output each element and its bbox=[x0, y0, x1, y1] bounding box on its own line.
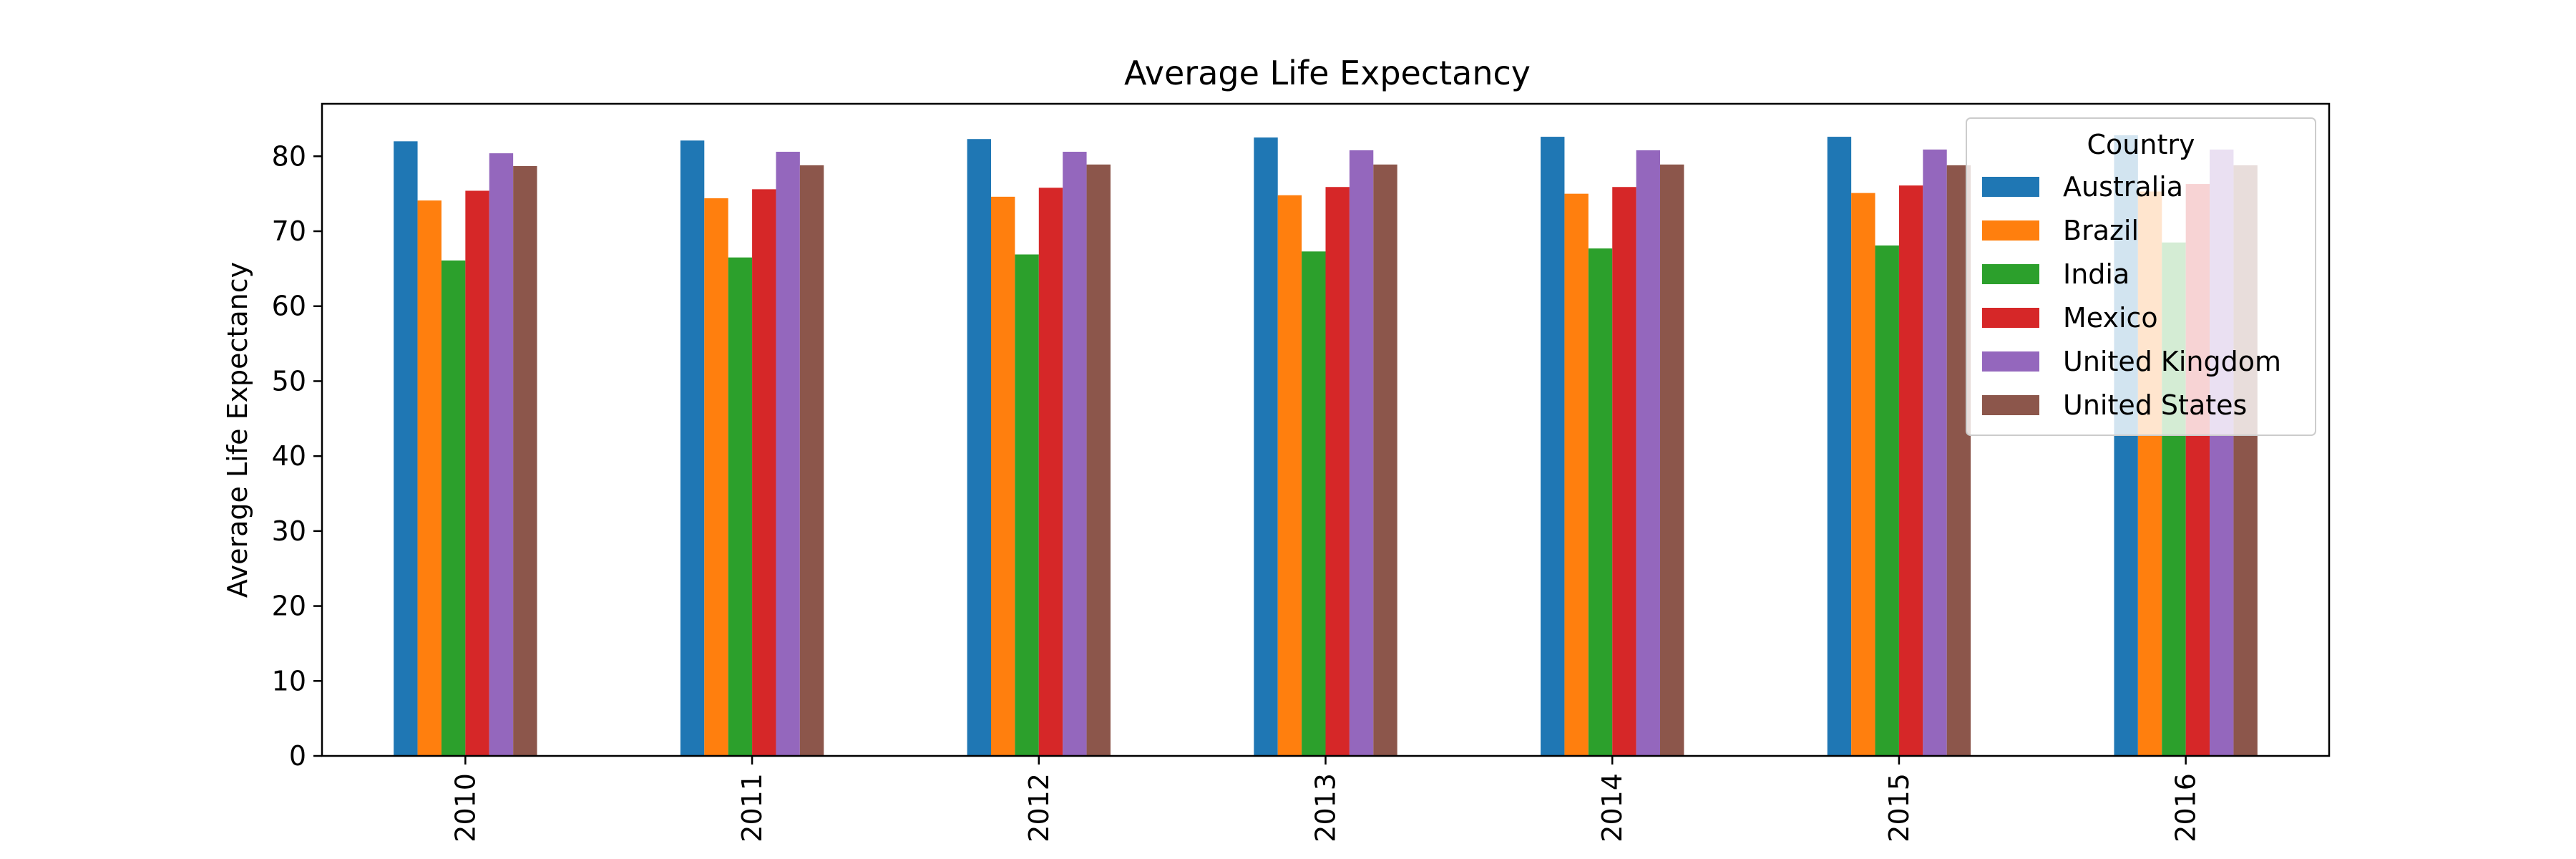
bar-united-kingdom-2014 bbox=[1636, 150, 1660, 756]
y-tick-label: 0 bbox=[289, 740, 306, 772]
bar-united-kingdom-2011 bbox=[776, 152, 800, 756]
x-tick-label: 2015 bbox=[1883, 773, 1915, 843]
y-tick-label: 20 bbox=[272, 591, 306, 622]
legend-label: United States bbox=[2063, 389, 2247, 421]
bar-united-states-2011 bbox=[799, 165, 824, 756]
bar-india-2011 bbox=[728, 257, 753, 757]
y-tick-label: 10 bbox=[272, 665, 306, 697]
bar-brazil-2010 bbox=[417, 200, 441, 756]
bar-united-states-2013 bbox=[1373, 164, 1397, 756]
legend-swatch-australia bbox=[1982, 177, 2039, 197]
bar-united-kingdom-2013 bbox=[1349, 150, 1374, 756]
legend-label: India bbox=[2063, 258, 2129, 290]
legend-box bbox=[1966, 117, 2316, 436]
bar-united-kingdom-2012 bbox=[1063, 152, 1087, 756]
bar-mexico-2013 bbox=[1325, 187, 1350, 756]
legend-swatch-united-states bbox=[1982, 395, 2039, 415]
bar-mexico-2015 bbox=[1898, 185, 1923, 756]
x-tick-label: 2014 bbox=[1596, 773, 1628, 843]
bar-brazil-2015 bbox=[1851, 193, 1875, 756]
x-tick-label: 2011 bbox=[736, 773, 768, 843]
bar-brazil-2012 bbox=[991, 196, 1015, 756]
legend-items: Australia Brazil India Mexico United Kingdom… bbox=[1982, 171, 2281, 421]
y-tick-label: 80 bbox=[272, 140, 306, 172]
bar-india-2012 bbox=[1015, 254, 1039, 756]
bar-united-states-2014 bbox=[1660, 164, 1684, 756]
bar-mexico-2010 bbox=[465, 190, 489, 756]
y-axis: 0 10 20 30 40 50 60 70 80 bbox=[272, 140, 322, 772]
legend-label: Mexico bbox=[2063, 302, 2158, 334]
legend-label: United Kingdom bbox=[2063, 346, 2281, 377]
bar-india-2015 bbox=[1875, 245, 1899, 757]
bar-mexico-2014 bbox=[1612, 187, 1636, 756]
bar-mexico-2012 bbox=[1038, 188, 1063, 756]
legend-swatch-india bbox=[1982, 264, 2039, 284]
bar-australia-2010 bbox=[394, 141, 418, 756]
bar-mexico-2011 bbox=[752, 189, 776, 756]
y-axis-label: Average Life Expectancy bbox=[222, 262, 253, 598]
bar-brazil-2013 bbox=[1277, 195, 1302, 757]
bar-brazil-2011 bbox=[704, 198, 728, 756]
bar-india-2014 bbox=[1588, 248, 1613, 756]
y-tick-label: 60 bbox=[272, 291, 306, 322]
bar-united-kingdom-2010 bbox=[489, 153, 514, 756]
bar-india-2010 bbox=[441, 260, 466, 756]
legend-swatch-mexico bbox=[1982, 308, 2039, 328]
legend-label: Brazil bbox=[2063, 215, 2139, 246]
bar-australia-2013 bbox=[1254, 137, 1278, 756]
bar-united-states-2012 bbox=[1086, 164, 1111, 756]
bar-australia-2014 bbox=[1541, 137, 1565, 757]
legend-swatch-united-kingdom bbox=[1982, 351, 2039, 372]
legend-swatch-brazil bbox=[1982, 220, 2039, 241]
bar-united-states-2010 bbox=[513, 165, 537, 756]
legend: Country Australia Brazil India Mexico United… bbox=[1966, 117, 2316, 436]
legend-label: Australia bbox=[2063, 171, 2183, 203]
bar-united-kingdom-2015 bbox=[1923, 149, 1947, 757]
y-tick-label: 70 bbox=[272, 215, 306, 247]
bar-australia-2011 bbox=[680, 140, 705, 756]
x-tick-label: 2010 bbox=[449, 773, 481, 843]
legend-title: Country bbox=[2087, 129, 2195, 160]
y-tick-label: 50 bbox=[272, 365, 306, 397]
x-tick-label: 2013 bbox=[1310, 773, 1342, 843]
x-axis: 2010 2011 2012 2013 2014 2015 2016 bbox=[449, 756, 2202, 843]
y-tick-label: 30 bbox=[272, 515, 306, 547]
bar-brazil-2014 bbox=[1564, 193, 1589, 757]
x-tick-label: 2012 bbox=[1023, 773, 1055, 843]
y-tick-label: 40 bbox=[272, 440, 306, 472]
chart-title: Average Life Expectancy bbox=[1124, 54, 1531, 92]
bar-australia-2015 bbox=[1827, 137, 1852, 757]
x-tick-label: 2016 bbox=[2170, 773, 2202, 843]
bar-india-2013 bbox=[1302, 251, 1326, 756]
bar-australia-2012 bbox=[967, 139, 991, 756]
